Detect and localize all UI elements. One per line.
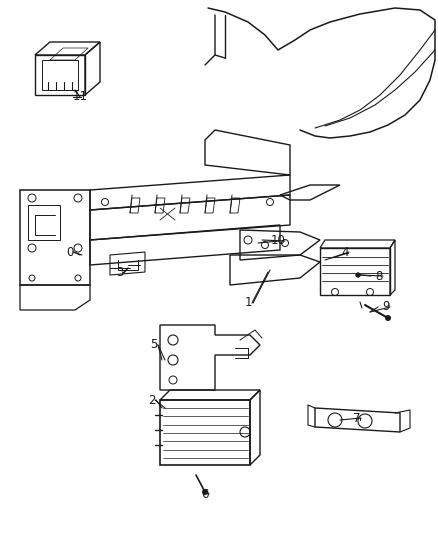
Circle shape bbox=[356, 272, 360, 278]
Text: 6: 6 bbox=[201, 488, 208, 500]
Circle shape bbox=[202, 489, 208, 495]
Text: 11: 11 bbox=[73, 91, 88, 103]
Circle shape bbox=[385, 315, 391, 321]
Text: 7: 7 bbox=[353, 411, 360, 424]
Text: 1: 1 bbox=[245, 296, 252, 310]
Text: 3: 3 bbox=[116, 266, 124, 279]
Circle shape bbox=[356, 272, 360, 278]
Text: 10: 10 bbox=[271, 235, 286, 247]
Text: 5: 5 bbox=[150, 338, 157, 351]
Text: 9: 9 bbox=[382, 301, 389, 313]
Text: 8: 8 bbox=[375, 270, 382, 282]
Text: 4: 4 bbox=[341, 246, 349, 259]
Text: 2: 2 bbox=[148, 393, 155, 407]
Text: 0: 0 bbox=[66, 246, 74, 259]
